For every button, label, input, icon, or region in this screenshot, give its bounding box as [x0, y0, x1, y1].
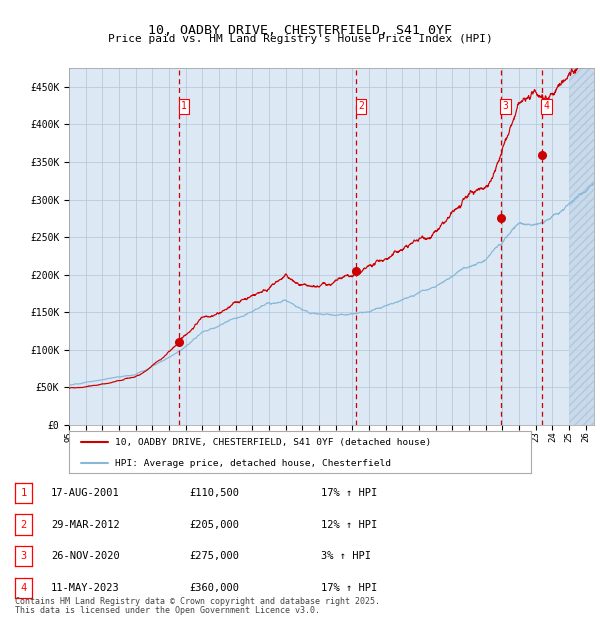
- Text: This data is licensed under the Open Government Licence v3.0.: This data is licensed under the Open Gov…: [15, 606, 320, 615]
- Text: £275,000: £275,000: [189, 551, 239, 561]
- Text: 4: 4: [20, 583, 26, 593]
- Text: 11-MAY-2023: 11-MAY-2023: [51, 583, 120, 593]
- Text: 3: 3: [20, 551, 26, 561]
- Text: 10, OADBY DRIVE, CHESTERFIELD, S41 0YF (detached house): 10, OADBY DRIVE, CHESTERFIELD, S41 0YF (…: [115, 438, 431, 447]
- Text: 4: 4: [544, 101, 550, 111]
- Text: 1: 1: [20, 488, 26, 498]
- Text: 17% ↑ HPI: 17% ↑ HPI: [321, 583, 377, 593]
- Text: 1: 1: [181, 101, 187, 111]
- Text: Price paid vs. HM Land Registry's House Price Index (HPI): Price paid vs. HM Land Registry's House …: [107, 34, 493, 44]
- Bar: [569, 68, 594, 425]
- Text: 2: 2: [20, 520, 26, 529]
- Text: HPI: Average price, detached house, Chesterfield: HPI: Average price, detached house, Ches…: [115, 459, 391, 468]
- Text: 12% ↑ HPI: 12% ↑ HPI: [321, 520, 377, 529]
- Text: 17-AUG-2001: 17-AUG-2001: [51, 488, 120, 498]
- Text: Contains HM Land Registry data © Crown copyright and database right 2025.: Contains HM Land Registry data © Crown c…: [15, 597, 380, 606]
- Text: 3: 3: [502, 101, 508, 111]
- Text: 17% ↑ HPI: 17% ↑ HPI: [321, 488, 377, 498]
- Text: 10, OADBY DRIVE, CHESTERFIELD, S41 0YF: 10, OADBY DRIVE, CHESTERFIELD, S41 0YF: [148, 24, 452, 37]
- Text: 2: 2: [358, 101, 364, 111]
- Text: 29-MAR-2012: 29-MAR-2012: [51, 520, 120, 529]
- Text: 3% ↑ HPI: 3% ↑ HPI: [321, 551, 371, 561]
- Text: £360,000: £360,000: [189, 583, 239, 593]
- Text: £110,500: £110,500: [189, 488, 239, 498]
- Text: 26-NOV-2020: 26-NOV-2020: [51, 551, 120, 561]
- Text: £205,000: £205,000: [189, 520, 239, 529]
